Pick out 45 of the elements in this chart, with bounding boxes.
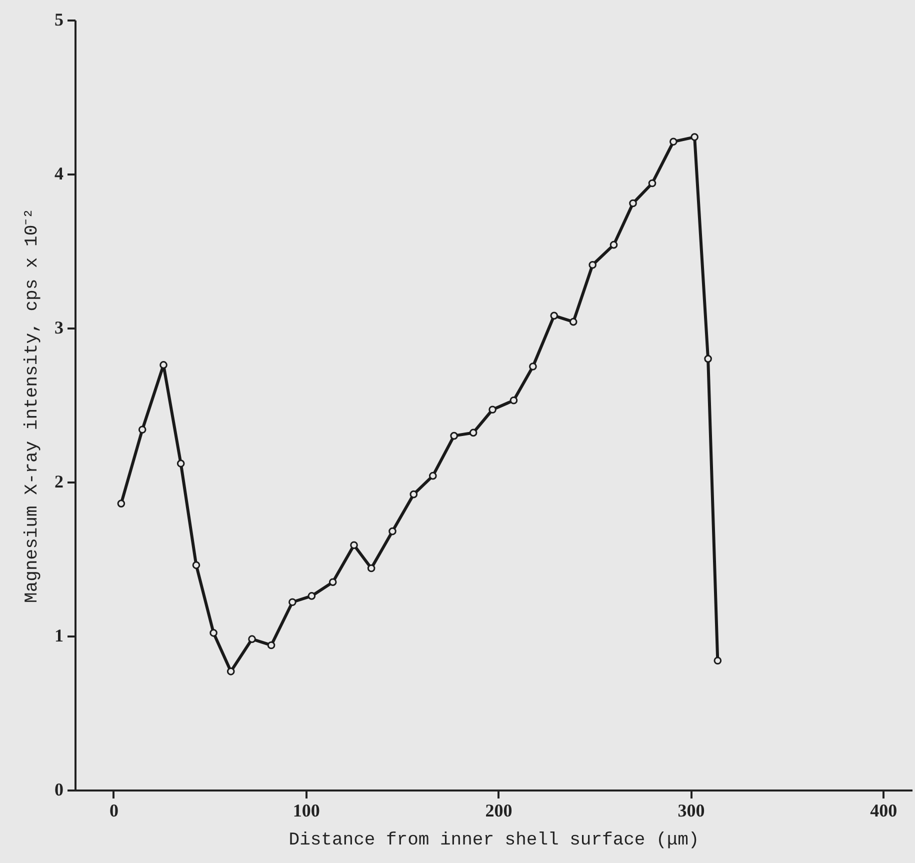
point (569, 318, 578, 326)
point (226, 668, 235, 676)
point (690, 133, 698, 141)
point (192, 561, 200, 570)
point (648, 179, 656, 188)
point (210, 629, 218, 637)
y-tick-label: 1 (54, 626, 64, 646)
point (176, 460, 185, 468)
point (410, 490, 418, 498)
point (610, 240, 618, 249)
point (117, 500, 126, 508)
point (469, 428, 478, 437)
point (350, 541, 358, 550)
y-tick-label: 4 (54, 164, 64, 184)
point (629, 199, 637, 208)
y-tick-label: 2 (54, 472, 64, 492)
x-tick-label: 400 (870, 800, 898, 820)
point (160, 361, 168, 369)
point (138, 426, 146, 434)
x-tick-label: 300 (678, 800, 705, 820)
point (510, 396, 518, 404)
y-tick-label: 3 (54, 318, 64, 338)
point (367, 564, 376, 572)
y-tick-label: 0 (54, 780, 64, 800)
point (388, 527, 396, 536)
point (450, 432, 458, 440)
point (529, 362, 537, 370)
point (704, 354, 712, 363)
x-axis-title: Distance from inner shell surface (μm) (288, 830, 700, 850)
point (550, 312, 558, 320)
x-tick-label: 200 (485, 800, 512, 820)
x-tick-label: 0 (109, 800, 118, 820)
point (308, 592, 316, 600)
y-axis-title: Magnesium X-ray intensity, cps x 10⁻² (22, 208, 42, 603)
point (328, 578, 337, 586)
point (428, 472, 437, 480)
y-tick-label: 5 (54, 10, 64, 30)
point (248, 635, 256, 643)
point (288, 598, 296, 606)
point (488, 406, 496, 414)
point (669, 138, 678, 146)
point (588, 260, 597, 269)
point (714, 656, 722, 665)
x-tick-label: 100 (292, 800, 320, 820)
point (267, 641, 276, 650)
